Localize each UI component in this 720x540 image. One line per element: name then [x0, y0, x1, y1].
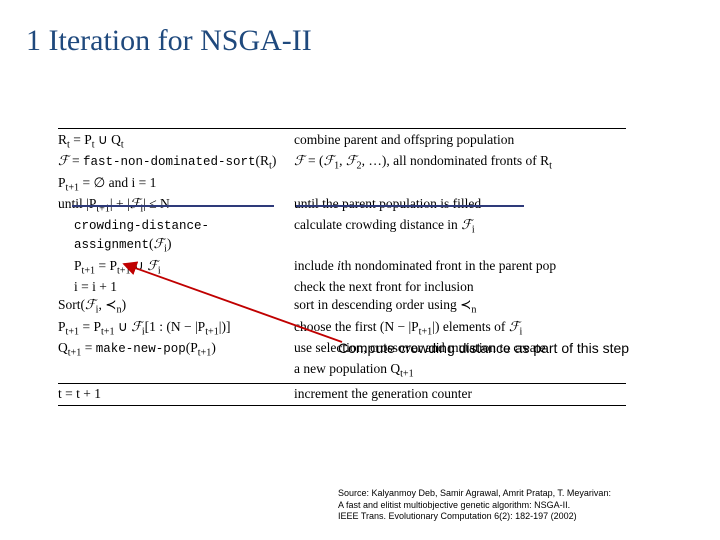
algo-left: Sort(ℱi, ≺n)	[58, 296, 288, 317]
algorithm-table: Rt = Pt ∪ Qtcombine parent and offspring…	[58, 128, 626, 406]
strikethrough-left	[72, 205, 274, 207]
algo-left: ℱ = fast-non-dominated-sort(Rt)	[58, 152, 288, 173]
algo-right: calculate crowding distance in ℱi	[288, 216, 626, 256]
algo-right: choose the first (N − |Pt+1|) elements o…	[288, 318, 626, 339]
algo-row: t = t + 1increment the generation counte…	[58, 385, 626, 403]
algo-left: t = t + 1	[58, 385, 288, 403]
algo-left: Pt+1 = Pt+1 ∪ ℱi	[58, 257, 288, 278]
citation: Source: Kalyanmoy Deb, Samir Agrawal, Am…	[338, 488, 706, 522]
algo-row: Pt+1 = Pt+1 ∪ ℱiinclude ith nondominated…	[58, 257, 626, 278]
algo-left: crowding-distance-assignment(ℱi)	[58, 216, 288, 256]
algo-row: Sort(ℱi, ≺n)sort in descending order usi…	[58, 296, 626, 317]
algo-left: Rt = Pt ∪ Qt	[58, 131, 288, 152]
citation-line: A fast and elitist multiobjective geneti…	[338, 500, 706, 511]
algo-right: a new population Qt+1	[288, 360, 626, 381]
citation-line: IEEE Trans. Evolutionary Computation 6(2…	[338, 511, 706, 522]
algo-right: sort in descending order using ≺n	[288, 296, 626, 317]
algo-right	[288, 174, 626, 195]
algo-row: Pt+1 = ∅ and i = 1	[58, 174, 626, 195]
citation-line: Source: Kalyanmoy Deb, Samir Agrawal, Am…	[338, 488, 706, 499]
algo-row: Pt+1 = Pt+1 ∪ ℱi[1 : (N − |Pt+1|)]choose…	[58, 318, 626, 339]
algo-left	[58, 360, 288, 381]
annotation-text: Compute crowding distance as part of thi…	[338, 340, 668, 356]
algo-right: ℱ = (ℱ1, ℱ2, …), all nondominated fronts…	[288, 152, 626, 173]
inner-rule	[58, 383, 626, 384]
algo-left: Pt+1 = Pt+1 ∪ ℱi[1 : (N − |Pt+1|)]	[58, 318, 288, 339]
algo-left: Qt+1 = make-new-pop(Pt+1)	[58, 339, 288, 360]
slide-title: 1 Iteration for NSGA-II	[26, 24, 312, 58]
algo-right: increment the generation counter	[288, 385, 626, 403]
algo-row: i = i + 1check the next front for inclus…	[58, 278, 626, 296]
algo-row: crowding-distance-assignment(ℱi)calculat…	[58, 216, 626, 256]
algo-left: i = i + 1	[58, 278, 288, 296]
algo-row: a new population Qt+1	[58, 360, 626, 381]
algo-right: combine parent and offspring population	[288, 131, 626, 152]
strikethrough-right	[296, 205, 524, 207]
algo-row: ℱ = fast-non-dominated-sort(Rt)ℱ = (ℱ1, …	[58, 152, 626, 173]
algo-row: Rt = Pt ∪ Qtcombine parent and offspring…	[58, 131, 626, 152]
algo-right: check the next front for inclusion	[288, 278, 626, 296]
algo-right: include ith nondominated front in the pa…	[288, 257, 626, 278]
algo-left: Pt+1 = ∅ and i = 1	[58, 174, 288, 195]
